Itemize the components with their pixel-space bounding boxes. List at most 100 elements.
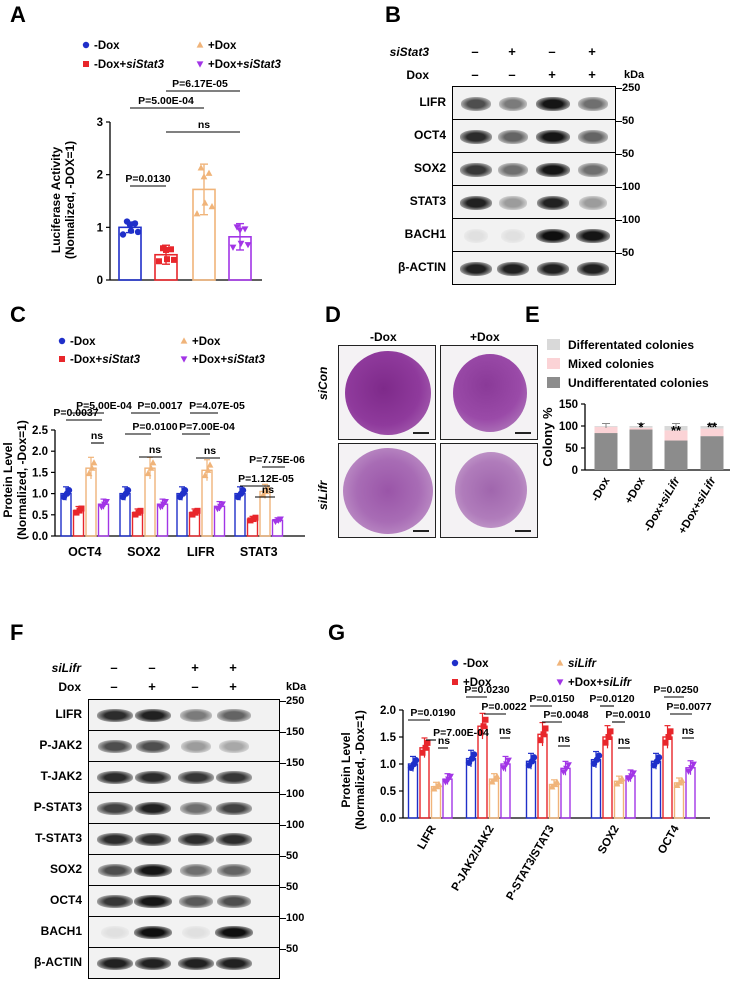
panel-g-x-tick-label: P-JAK2/JAK2 (450, 824, 497, 894)
panel-c-point (259, 491, 267, 498)
panel-c-point (137, 507, 144, 514)
panel-e-y-tick-label: 100 (559, 421, 578, 433)
panel-g-bar (548, 783, 560, 819)
panel-g-bar (673, 782, 685, 819)
micrograph-sicon-plus-dox (440, 345, 538, 440)
panel-g-pvalue: P=0.0048 (543, 709, 588, 721)
blotB-protein-label: LIFR (419, 94, 446, 109)
panel-g-pvalue: ns (618, 735, 630, 747)
blotF-protein-label: OCT4 (49, 892, 82, 907)
panel-g-pvalue: P=0.0190 (410, 707, 455, 719)
blotB-band (576, 261, 610, 276)
panel-g-bar (465, 757, 477, 819)
blotF-band (101, 926, 129, 940)
panel-c-point (90, 459, 98, 466)
panel-g-point (595, 752, 603, 759)
blotF-row-title: siLifr (51, 661, 81, 675)
blotF-protein-label: P-STAT3 (33, 799, 82, 814)
panel-e-bar-segment (700, 428, 724, 437)
blotF-band-row (88, 699, 280, 731)
panel-d-row-title-silifr: siLifr (316, 480, 330, 510)
panel-e-bar-segment (700, 436, 724, 470)
blotB-band (579, 195, 607, 210)
legend-c-dox-minus-si: -Dox+siStat3 (70, 354, 141, 366)
panel-label-a: A (10, 2, 26, 27)
blotF-treatment-sign: + (229, 660, 237, 675)
panel-g-point (667, 728, 674, 735)
blotB-protein-label: SOX2 (413, 160, 446, 175)
blotF-band (177, 833, 215, 847)
panel-c-point (88, 464, 96, 471)
panel-g-bar (525, 760, 537, 819)
blotB-treatment-sign: – (471, 44, 479, 59)
blotF-treatment-sign: – (191, 679, 199, 694)
blotB-band-row (452, 251, 616, 285)
panel-a-pvalue: P=5.00E-04 (138, 95, 194, 107)
panel-g-point (618, 775, 626, 782)
panel-d-col-title-plus-dox: +Dox (470, 330, 500, 344)
panel-a-point (164, 256, 170, 263)
panel-c-point (252, 514, 259, 521)
panel-g-point (424, 739, 431, 746)
blotF-kda-marker: 100 (286, 819, 305, 831)
panel-a-point (168, 246, 174, 253)
panel-c-pvalue: ns (262, 484, 274, 496)
panel-g-pvalue: ns (438, 735, 450, 747)
panel-d-col-title-minus-dox: -Dox (370, 330, 397, 344)
blotF-band (134, 709, 172, 723)
blotB-band-row (452, 119, 616, 153)
blotB-band (578, 129, 608, 144)
panel-g-point (430, 785, 438, 792)
blotF-kda-tick (280, 856, 286, 858)
panel-a-point (208, 203, 216, 210)
panel-e-bar-segment (594, 433, 618, 470)
blotF-band-row (88, 823, 280, 855)
micrograph-silifr-plus-dox (440, 443, 538, 538)
panel-g-bar (625, 775, 636, 819)
panel-a-point (171, 256, 177, 263)
blotB-band-row (452, 185, 616, 219)
panel-g-bar (662, 736, 673, 819)
blotB-treatment-sign: – (508, 67, 516, 82)
legend-g-dox-plus-marker (452, 679, 458, 685)
panel-g-bar (613, 780, 625, 819)
panel-g-point (685, 768, 692, 775)
blotF-kda-tick (280, 794, 286, 796)
panel-c-point (124, 487, 132, 494)
blotF-band (134, 957, 172, 971)
blotF-band-row (88, 730, 280, 762)
panel-c-y-tick-label: 0.0 (32, 531, 48, 543)
blotF-band-row (88, 947, 280, 979)
blotF-protein-label: SOX2 (49, 861, 82, 876)
panel-g-point (605, 734, 612, 740)
panel-g-point (442, 779, 449, 786)
blotF-protein-label: β-ACTIN (34, 954, 82, 969)
blotB-protein-label: BACH1 (404, 226, 446, 241)
panel-d-row-title-sicon: siCon (316, 366, 330, 400)
panel-e-significance-star: * (638, 419, 644, 434)
blotF-band (215, 957, 253, 971)
panel-c-x-tick-label: LIFR (187, 545, 215, 559)
panel-g-point (630, 770, 637, 777)
blotF-band (96, 957, 134, 971)
panel-g-bar (560, 767, 571, 819)
panel-g-pvalue: ns (682, 725, 694, 737)
panel-a-y-tick-label: 3 (97, 117, 103, 129)
panel-c-y-tick-label: 2.0 (32, 446, 48, 458)
panel-g-pvalue: ns (499, 725, 511, 737)
panel-c-y-label: (Normalized, -Dox=1) (15, 420, 29, 540)
panel-c-point (264, 484, 272, 491)
panel-a-point (119, 231, 127, 238)
panel-c-y-tick-label: 0.5 (32, 510, 49, 522)
panel-g-point (565, 762, 572, 769)
blotF-band-row (88, 792, 280, 824)
blotF-band-row (88, 916, 280, 948)
legend-a-dox-plus: +Dox (208, 40, 237, 52)
panel-g-point (625, 776, 632, 783)
panel-c-pvalue: P=5.00E-04 (76, 400, 132, 412)
panel-c-point (201, 471, 209, 479)
panel-a-point (236, 227, 244, 234)
blotF-band (96, 709, 134, 723)
panel-g-bar (685, 767, 696, 819)
